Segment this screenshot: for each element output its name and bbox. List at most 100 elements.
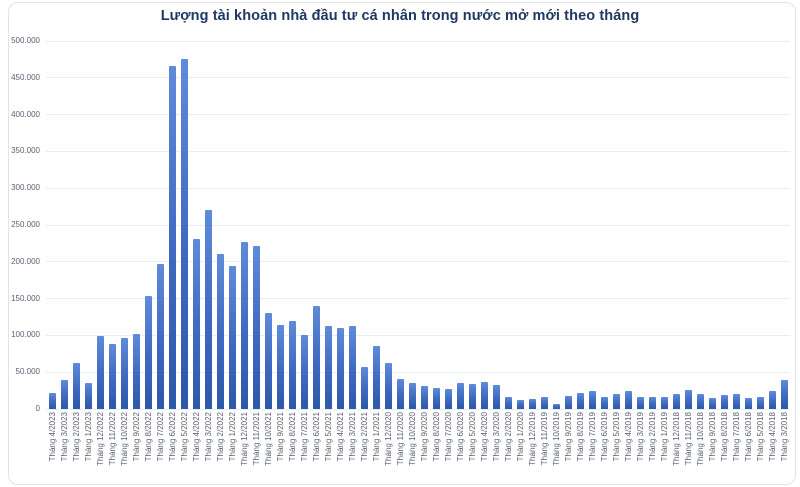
bar bbox=[336, 328, 344, 409]
bar bbox=[108, 344, 116, 409]
gridline bbox=[46, 298, 790, 300]
x-tick-label: Tháng 4/2018 bbox=[767, 412, 777, 462]
bar bbox=[72, 362, 80, 409]
bar bbox=[696, 393, 704, 409]
bar bbox=[324, 325, 332, 409]
x-tick-label: Tháng 1/2023 bbox=[83, 412, 93, 462]
x-tick-label: Tháng 3/2021 bbox=[347, 412, 357, 462]
x-tick-label: Tháng 9/2020 bbox=[419, 412, 429, 462]
x-tick-label: Tháng 3/2018 bbox=[779, 412, 789, 462]
x-tick-label: Tháng 9/2019 bbox=[563, 412, 573, 462]
y-tick-label: 300.000 bbox=[11, 183, 40, 193]
x-tick-label: Tháng 4/2019 bbox=[623, 412, 633, 462]
x-tick-label: Tháng 12/2021 bbox=[239, 412, 249, 466]
y-tick-label: 0 bbox=[35, 404, 40, 413]
x-tick-label: Tháng 1/2021 bbox=[371, 412, 381, 462]
bar bbox=[660, 396, 668, 409]
bar bbox=[492, 385, 500, 409]
x-tick-label: Tháng 5/2018 bbox=[755, 412, 765, 462]
y-tick-label: 200.000 bbox=[11, 256, 40, 266]
chart-title: Lượng tài khoản nhà đầu tư cá nhân trong… bbox=[160, 8, 640, 24]
x-tick-label: Tháng 9/2021 bbox=[275, 412, 285, 462]
x-tick-label: Tháng 6/2019 bbox=[599, 412, 609, 462]
x-tick-label: Tháng 4/2021 bbox=[335, 412, 345, 462]
bar bbox=[264, 313, 272, 409]
bar bbox=[132, 333, 140, 409]
x-tick-label: Tháng 2/2020 bbox=[503, 412, 513, 462]
bar bbox=[564, 395, 572, 409]
bar bbox=[84, 382, 92, 409]
x-tick-label: Tháng 3/2019 bbox=[635, 412, 645, 462]
bar bbox=[636, 396, 644, 409]
x-tick-label: Tháng 8/2020 bbox=[431, 412, 441, 462]
bar bbox=[168, 66, 176, 409]
bar bbox=[540, 396, 548, 409]
x-tick-label: Tháng 10/2018 bbox=[695, 412, 705, 466]
bar bbox=[372, 345, 380, 409]
bar bbox=[768, 391, 776, 409]
bar bbox=[552, 403, 560, 409]
x-tick-label: Tháng 6/2018 bbox=[743, 412, 753, 462]
gridline bbox=[46, 77, 790, 79]
x-tick-label: Tháng 12/2019 bbox=[527, 412, 537, 466]
bar bbox=[516, 400, 524, 409]
x-tick-label: Tháng 5/2022 bbox=[179, 412, 189, 462]
bar bbox=[228, 266, 236, 409]
bar bbox=[684, 389, 692, 409]
bar bbox=[432, 388, 440, 409]
x-tick-label: Tháng 9/2022 bbox=[131, 412, 141, 462]
x-tick-label: Tháng 3/2022 bbox=[203, 412, 213, 462]
x-tick-label: Tháng 5/2020 bbox=[467, 412, 477, 462]
bar bbox=[648, 397, 656, 409]
x-tick-label: Tháng 12/2020 bbox=[383, 412, 393, 466]
x-tick-label: Tháng 8/2021 bbox=[287, 412, 297, 462]
y-axis: 0 50.000 100.000 150.000 200.000 250.000 300.0… bbox=[0, 36, 40, 413]
gridline bbox=[46, 261, 790, 263]
x-tick-label: Tháng 1/2022 bbox=[227, 412, 237, 462]
x-tick-label: Tháng 11/2018 bbox=[683, 412, 693, 466]
bar bbox=[528, 398, 536, 409]
x-tick-label: Tháng 10/2021 bbox=[263, 412, 273, 466]
bar bbox=[156, 264, 164, 409]
x-tick-label: Tháng 9/2018 bbox=[707, 412, 717, 462]
bar bbox=[600, 396, 608, 409]
bar bbox=[444, 389, 452, 409]
bar bbox=[612, 394, 620, 409]
bar bbox=[720, 395, 728, 409]
plot-area bbox=[46, 40, 790, 410]
gridline bbox=[46, 371, 790, 373]
bar bbox=[216, 254, 224, 409]
x-tick-label: Tháng 11/2019 bbox=[539, 412, 549, 466]
y-tick-label: 350.000 bbox=[11, 146, 40, 156]
x-tick-label: Tháng 7/2018 bbox=[731, 412, 741, 462]
x-tick-label: Tháng 4/2020 bbox=[479, 412, 489, 462]
bar bbox=[348, 325, 356, 409]
bar bbox=[360, 367, 368, 409]
bar bbox=[468, 383, 476, 409]
bar bbox=[624, 391, 632, 409]
bar bbox=[732, 394, 740, 409]
bar bbox=[756, 397, 764, 409]
bar bbox=[288, 320, 296, 409]
x-tick-label: Tháng 7/2020 bbox=[443, 412, 453, 462]
bar bbox=[96, 336, 104, 409]
bar bbox=[744, 397, 752, 409]
x-tick-label: Tháng 5/2021 bbox=[323, 412, 333, 462]
x-tick-label: Tháng 12/2022 bbox=[95, 412, 105, 466]
gridline bbox=[46, 187, 790, 189]
x-tick-label: Tháng 7/2019 bbox=[587, 412, 597, 462]
x-tick-label: Tháng 1/2019 bbox=[659, 412, 669, 462]
x-tick-label: Tháng 12/2018 bbox=[671, 412, 681, 466]
x-tick-label: Tháng 2/2019 bbox=[647, 412, 657, 462]
y-tick-label: 450.000 bbox=[11, 72, 40, 82]
x-tick-label: Tháng 4/2022 bbox=[191, 412, 201, 462]
gridline bbox=[46, 408, 790, 410]
x-tick-label: Tháng 5/2019 bbox=[611, 412, 621, 462]
x-tick-label: Tháng 7/2022 bbox=[155, 412, 165, 462]
gridline bbox=[46, 40, 790, 42]
bar bbox=[252, 246, 260, 409]
gridline bbox=[46, 224, 790, 226]
gridline bbox=[46, 114, 790, 116]
bar bbox=[456, 383, 464, 409]
y-tick-label: 100.000 bbox=[11, 330, 40, 340]
